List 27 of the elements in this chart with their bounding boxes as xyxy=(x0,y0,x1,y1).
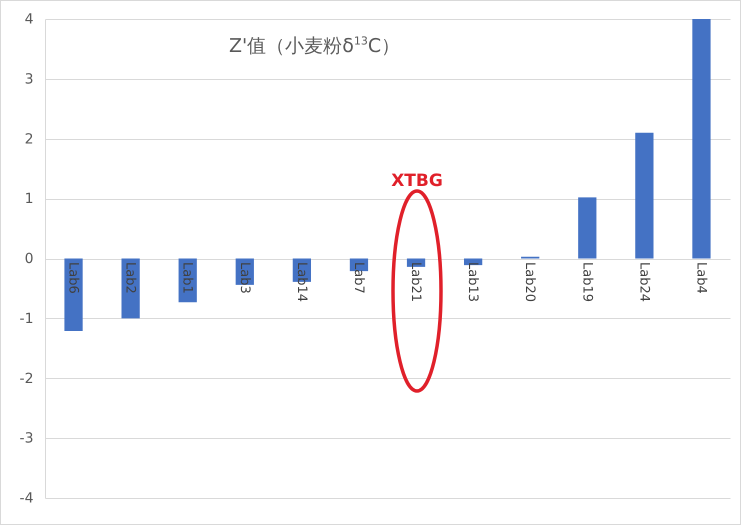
y-tick-label: -3 xyxy=(20,430,34,447)
text: Z'值（小麦粉δ$^{13}$C） xyxy=(229,34,400,59)
y-tick-label: -1 xyxy=(20,310,34,327)
bar xyxy=(121,258,140,318)
y-tick-label: -4 xyxy=(20,490,34,506)
x-tick-label: Lab14 xyxy=(294,262,309,302)
x-tick-label: Lab20 xyxy=(522,262,538,302)
y-tick-label: 2 xyxy=(24,131,34,148)
x-tick-label: Lab19 xyxy=(579,262,594,302)
x-tick-label: Lab4 xyxy=(693,262,708,294)
y-tick-label: 4 xyxy=(24,12,34,28)
y-tick-label: 3 xyxy=(24,71,34,88)
x-tick-label: Lab21 xyxy=(408,262,424,302)
x-tick-label: Lab3 xyxy=(236,262,252,294)
bar xyxy=(692,19,711,258)
y-tick-label: 0 xyxy=(24,251,34,267)
y-tick-label: -2 xyxy=(20,370,34,387)
x-tick-label: Lab2 xyxy=(122,262,138,294)
bar xyxy=(635,132,654,258)
x-tick-label: Lab13 xyxy=(465,262,480,302)
y-tick-label: 1 xyxy=(24,191,34,208)
x-tick-label: Lab7 xyxy=(350,262,366,294)
x-tick-label: Lab6 xyxy=(66,262,81,294)
x-tick-label: Lab24 xyxy=(636,262,652,302)
x-tick-label: Lab1 xyxy=(180,262,195,294)
bar xyxy=(578,197,596,258)
annotation: XTBG xyxy=(391,171,443,191)
